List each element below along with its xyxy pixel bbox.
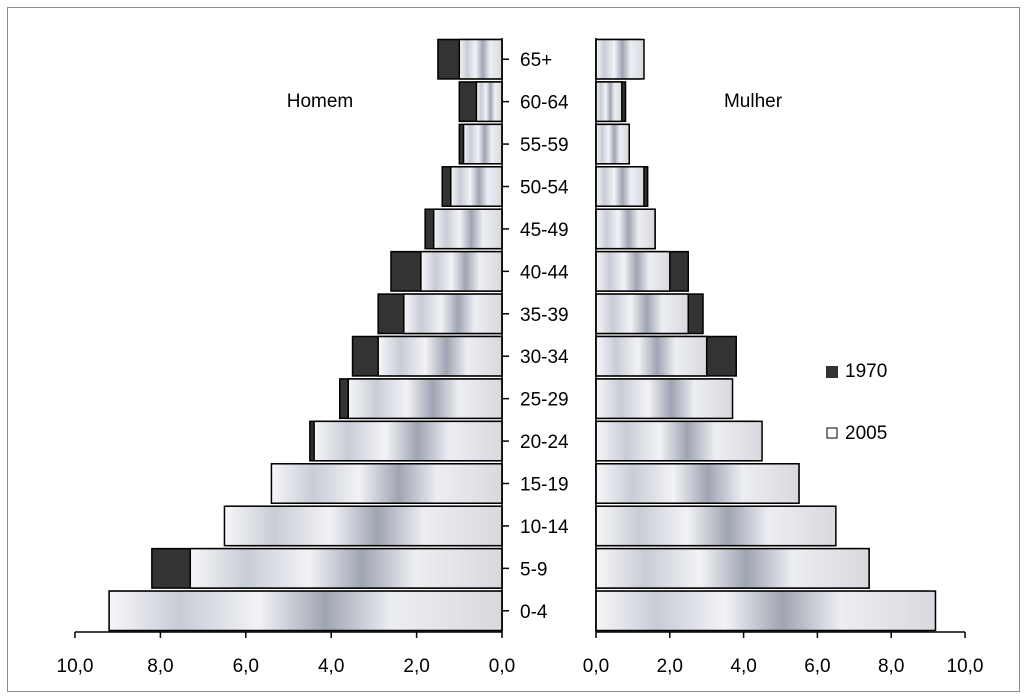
bar-male-2005-25-29 xyxy=(347,378,503,420)
age-label-30-34: 30-34 xyxy=(520,347,569,368)
bar-female-2005-45-49 xyxy=(595,208,656,250)
bar-male-2005-0-4 xyxy=(108,590,503,632)
bar-female-2005-10-14 xyxy=(595,505,837,547)
bar-male-2005-30-34 xyxy=(377,335,503,377)
bar-female-2005-15-19 xyxy=(595,463,800,504)
bar-male-2005-10-14 xyxy=(223,505,503,547)
bar-female-2005-65+ xyxy=(595,38,645,80)
bar-female-2005-20-24 xyxy=(595,420,763,462)
female-x-tick-label-2: 4,0 xyxy=(730,656,756,677)
axes-group xyxy=(74,38,966,638)
right-side-label: Mulher xyxy=(724,91,783,112)
bar-male-2005-15-19 xyxy=(270,463,503,504)
bar-male-2005-40-44 xyxy=(420,250,503,292)
legend-label-2005: 2005 xyxy=(845,423,887,444)
tick-labels-group: 10,0 8,0 6,0 4,0 2,0 0,0 0,0 2,0 4,0 6,0 8,0 10,0 xyxy=(57,656,984,677)
female-x-tick-label-0: 0,0 xyxy=(583,656,609,677)
age-label-45-49: 45-49 xyxy=(520,220,569,241)
age-label-50-54: 50-54 xyxy=(520,178,569,199)
age-label-35-39: 35-39 xyxy=(520,305,569,326)
bar-male-2005-20-24 xyxy=(313,420,503,462)
age-label-0-4: 0-4 xyxy=(520,602,548,623)
male-x-tick-label-2: 6,0 xyxy=(233,656,259,677)
age-label-25-29: 25-29 xyxy=(520,390,569,411)
female-x-tick-label-1: 2,0 xyxy=(657,656,683,677)
female-x-tick-label-4: 8,0 xyxy=(878,656,904,677)
age-label-5-9: 5-9 xyxy=(520,559,547,580)
male-x-tick-label-0: 10,0 xyxy=(57,656,94,677)
left-bars-group xyxy=(108,38,503,632)
female-x-tick-label-5: 10,0 xyxy=(947,656,984,677)
age-label-20-24: 20-24 xyxy=(520,432,569,453)
male-x-tick-label-4: 2,0 xyxy=(403,656,429,677)
bar-male-2005-55-59 xyxy=(462,123,503,165)
age-label-65+: 65+ xyxy=(520,50,552,71)
bar-female-2005-0-4 xyxy=(595,590,937,632)
bar-female-2005-60-64 xyxy=(595,81,623,123)
age-label-40-44: 40-44 xyxy=(520,262,569,283)
male-x-tick-label-1: 8,0 xyxy=(147,656,173,677)
male-x-tick-label-3: 4,0 xyxy=(318,656,344,677)
bar-female-2005-50-54 xyxy=(595,166,645,207)
legend-swatch-1970 xyxy=(826,366,838,378)
bar-female-2005-5-9 xyxy=(595,547,870,589)
bar-male-2005-45-49 xyxy=(432,208,503,250)
left-side-label: Homem xyxy=(287,91,354,112)
age-labels-group: 0-4 5-9 10-14 15-19 20-24 25-29 30-34 35-39 40-4… xyxy=(520,50,569,623)
male-x-tick-label-5: 0,0 xyxy=(489,656,515,677)
legend: 1970 2005 xyxy=(826,361,887,444)
bar-female-2005-25-29 xyxy=(595,378,734,420)
bar-male-2005-35-39 xyxy=(403,293,503,335)
bar-female-2005-40-44 xyxy=(595,250,671,292)
bar-male-2005-65+ xyxy=(458,38,503,80)
age-label-15-19: 15-19 xyxy=(520,475,569,496)
bar-male-2005-60-64 xyxy=(475,81,503,123)
legend-label-1970: 1970 xyxy=(845,361,887,382)
age-label-60-64: 60-64 xyxy=(520,93,569,114)
bar-male-2005-50-54 xyxy=(450,166,503,207)
legend-swatch-2005 xyxy=(826,427,838,439)
female-x-tick-label-3: 6,0 xyxy=(804,656,830,677)
right-bars-group xyxy=(595,38,937,632)
age-label-55-59: 55-59 xyxy=(520,135,569,156)
bar-female-2005-30-34 xyxy=(595,335,708,377)
age-label-10-14: 10-14 xyxy=(520,517,569,538)
bar-male-2005-5-9 xyxy=(189,547,503,589)
bar-female-2005-35-39 xyxy=(595,293,689,335)
bar-female-2005-55-59 xyxy=(595,123,630,165)
chart-frame xyxy=(7,7,1020,692)
